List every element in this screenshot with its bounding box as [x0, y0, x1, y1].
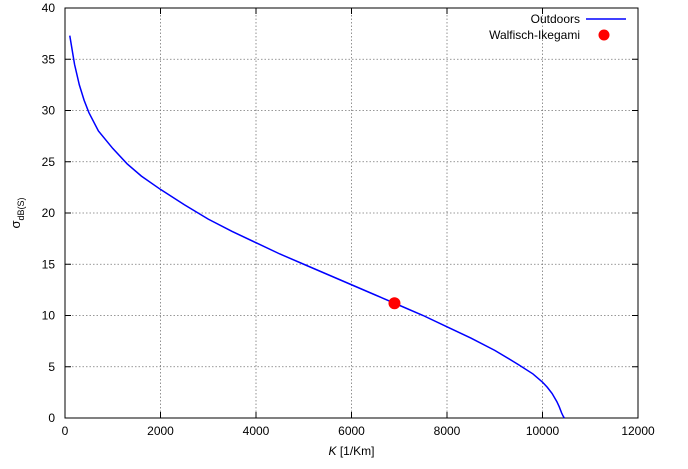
x-tick-label: 4000: [243, 424, 270, 438]
y-axis-title: σdB(S): [8, 197, 26, 228]
legend: Outdoors Walfisch-Ikegami: [489, 12, 626, 42]
x-axis-variable: K: [328, 444, 337, 458]
y-tick-label: 0: [48, 411, 55, 425]
data-point-walfisch-ikegami: [388, 297, 401, 310]
y-tick-label: 5: [48, 360, 55, 374]
y-axis-subscript: dB(S): [16, 197, 26, 220]
grid-lines: [65, 8, 638, 418]
y-tick-label: 30: [42, 104, 56, 118]
legend-label-outdoors: Outdoors: [531, 12, 580, 26]
y-axis-symbol: σ: [8, 220, 23, 228]
x-tick-label: 6000: [338, 424, 365, 438]
y-tick-label: 15: [42, 257, 56, 271]
y-tick-label: 25: [42, 155, 56, 169]
series-layer: [69, 35, 566, 419]
y-tick-label: 10: [42, 309, 56, 323]
x-axis-title: K [1/Km]: [328, 444, 374, 458]
x-tick-label: 0: [62, 424, 69, 438]
x-tick-label: 2000: [147, 424, 174, 438]
axis-ticks: 0 2000 4000 6000 8000 10000 12000 0 5 10 15 20 25 30 3…: [42, 1, 655, 438]
legend-label-walfisch-ikegami: Walfisch-Ikegami: [489, 28, 580, 42]
y-tick-label: 20: [42, 206, 56, 220]
x-tick-label: 8000: [434, 424, 461, 438]
series-line-outdoors: [69, 35, 566, 419]
x-axis-unit: [1/Km]: [337, 444, 375, 458]
x-tick-label: 12000: [621, 424, 655, 438]
x-tick-label: 10000: [526, 424, 560, 438]
y-tick-label: 40: [42, 1, 56, 15]
legend-swatch-walfisch-ikegami: [598, 29, 610, 41]
y-tick-label: 35: [42, 52, 56, 66]
